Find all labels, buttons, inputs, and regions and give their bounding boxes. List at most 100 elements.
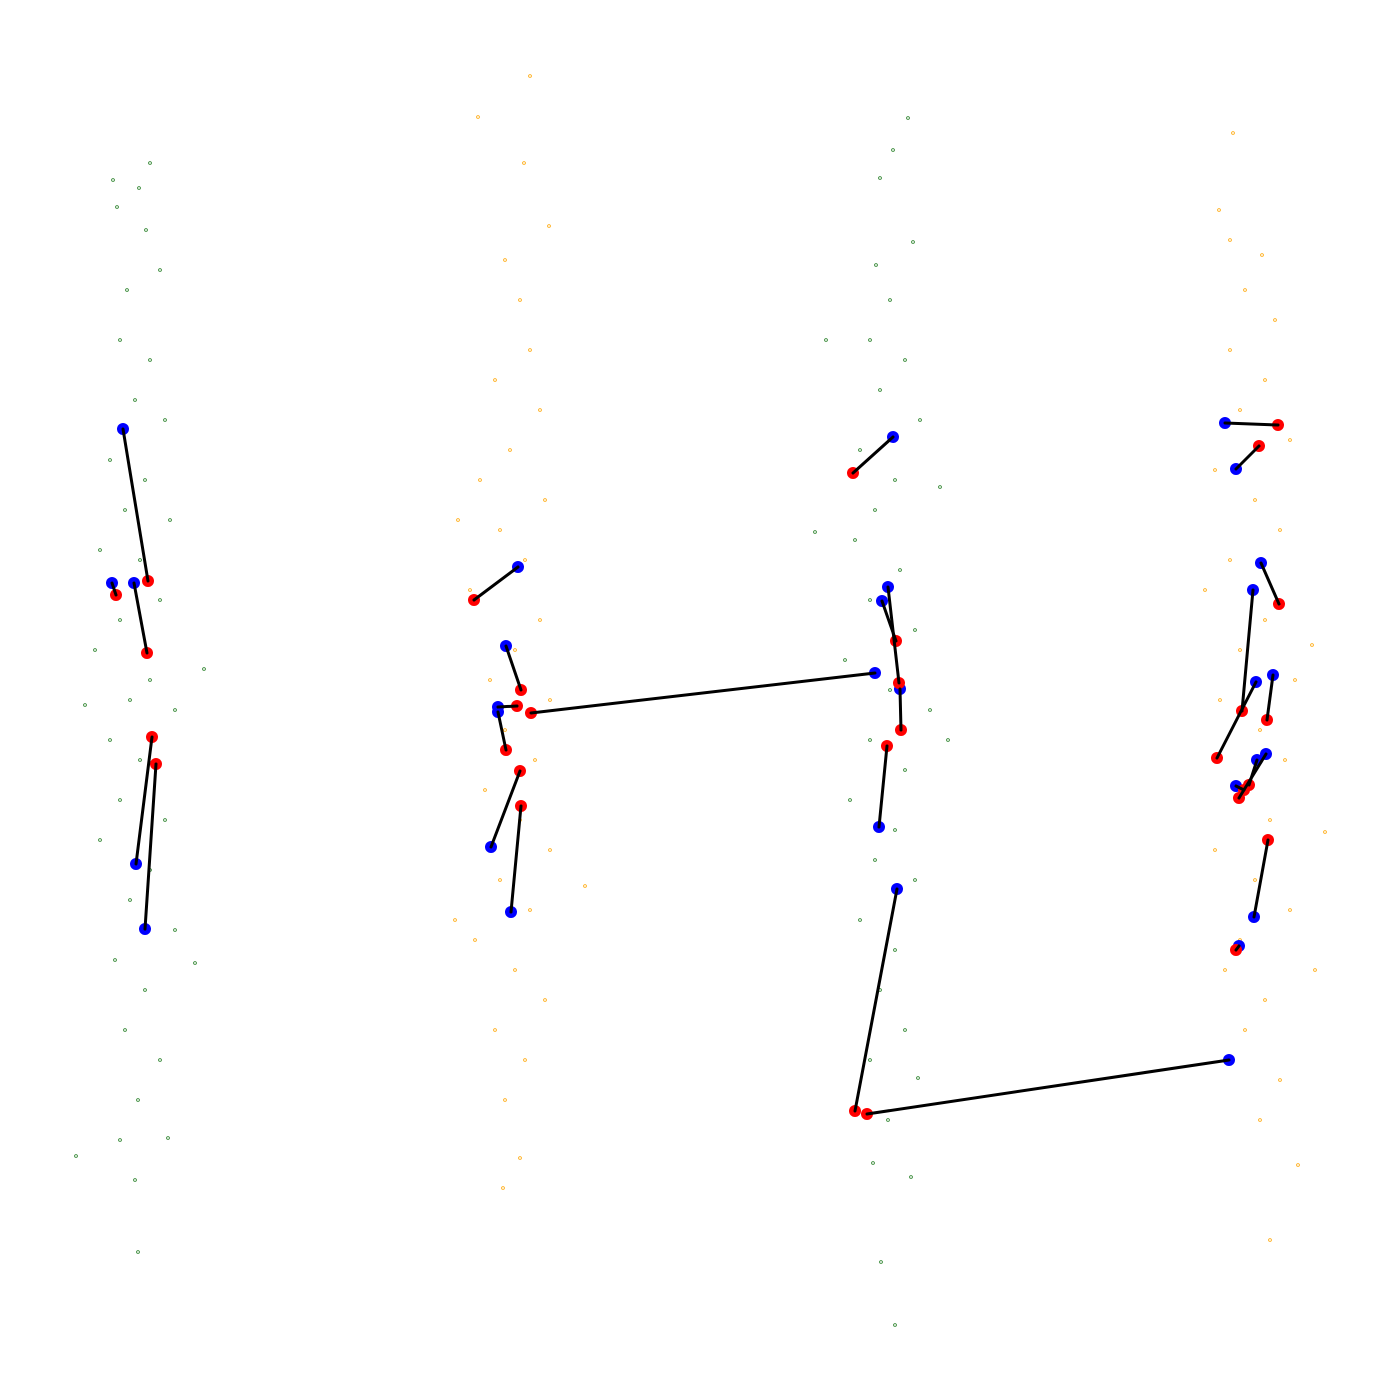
scatter-dot (1218, 698, 1222, 702)
scatter-dot (893, 478, 897, 482)
scatter-dot (1253, 878, 1257, 882)
scatter-dot (1313, 968, 1317, 972)
scatter-dot (128, 898, 132, 902)
scatter-dot (903, 358, 907, 362)
scatter-dot (1238, 408, 1242, 412)
link-line (1259, 561, 1281, 606)
scatter-dot (528, 74, 532, 78)
link-line (898, 687, 903, 732)
scatter-dot (138, 758, 142, 762)
link-line (1265, 673, 1275, 722)
scatter-dot (1213, 468, 1217, 472)
scatter-dot (1258, 1118, 1262, 1122)
scatter-dot (871, 1161, 875, 1165)
link-line (853, 887, 899, 1113)
scatter-dot (483, 788, 487, 792)
scatter-dot (98, 548, 102, 552)
scatter-dot (173, 708, 177, 712)
scatter-dot (468, 588, 472, 592)
scatter-dot (163, 818, 167, 822)
scatter-dot (824, 338, 828, 342)
scatter-dot (873, 508, 877, 512)
scatter-dot (522, 161, 526, 165)
scatter-dot (1263, 378, 1267, 382)
scatter-dot (1263, 618, 1267, 622)
scatter-dot (543, 498, 547, 502)
scatter-dot (878, 176, 882, 180)
link-line (110, 581, 118, 597)
scatter-dot (513, 968, 517, 972)
scatter-dot (1323, 830, 1327, 834)
scatter-dot (518, 298, 522, 302)
scatter-dot (1260, 253, 1264, 257)
scatter-dot (478, 478, 482, 482)
link-line (1247, 758, 1259, 787)
scatter-dot (111, 178, 115, 182)
scatter-dot (547, 224, 551, 228)
scatter-dot (1288, 438, 1292, 442)
scatter-dot (528, 348, 532, 352)
scatter-dot (118, 1138, 122, 1142)
scatter-dot (888, 688, 892, 692)
scatter-dot (891, 148, 895, 152)
scatter-dot (533, 758, 537, 762)
scatter-dot (868, 738, 872, 742)
scatter-dot (1258, 728, 1262, 732)
scatter-dot (909, 1175, 913, 1179)
scatter-dot (911, 240, 915, 244)
link-line (132, 581, 149, 655)
scatter-dot (148, 358, 152, 362)
scatter-dot (473, 938, 477, 942)
scatter-dot (136, 1250, 140, 1254)
scatter-dot (513, 648, 517, 652)
link-line (504, 644, 523, 692)
scatter-dot (1273, 318, 1277, 322)
scatter-dot (903, 768, 907, 772)
scatter-dot (874, 263, 878, 267)
scatter-dot (538, 618, 542, 622)
scatter-dot (148, 678, 152, 682)
scatter-dot (133, 398, 137, 402)
scatter-dot (456, 518, 460, 522)
link-line (134, 735, 154, 866)
scatter-dot (1243, 288, 1247, 292)
scatter-dot (493, 1028, 497, 1032)
link-line (1252, 838, 1270, 919)
scatter-dot (98, 838, 102, 842)
link-line (121, 427, 150, 583)
link-line (877, 744, 889, 829)
scatter-dot (916, 1076, 920, 1080)
scatter-dot (1296, 1163, 1300, 1167)
scatter-dot (503, 728, 507, 732)
scatter-dot (453, 918, 457, 922)
scatter-dot (1228, 348, 1232, 352)
scatter-dot (913, 628, 917, 632)
scatter-dot (858, 918, 862, 922)
scatter-dot (853, 538, 857, 542)
scatter-dot (476, 115, 480, 119)
scatter-dot (125, 288, 129, 292)
link-line (496, 710, 508, 752)
scatter-dot (113, 958, 117, 962)
scatter-dot (118, 338, 122, 342)
scatter-dot (858, 448, 862, 452)
scatter-dot (1213, 848, 1217, 852)
link-line (865, 1058, 1231, 1116)
scatter-dot (158, 1058, 162, 1062)
link-line (529, 671, 877, 715)
scatter-dot (918, 418, 922, 422)
link-line (1234, 944, 1241, 952)
link-line (143, 762, 158, 931)
scatter-dot (148, 161, 152, 165)
scatter-dot (873, 858, 877, 862)
scatter-dot (133, 1178, 137, 1182)
scatter-dot (946, 738, 950, 742)
scatter-dot (523, 558, 527, 562)
link-line (1234, 784, 1246, 792)
scatter-dot (1263, 998, 1267, 1002)
scatter-dot (928, 708, 932, 712)
scatter-dot (501, 1186, 505, 1190)
scatter-dot (878, 388, 882, 392)
link-line (496, 704, 519, 709)
